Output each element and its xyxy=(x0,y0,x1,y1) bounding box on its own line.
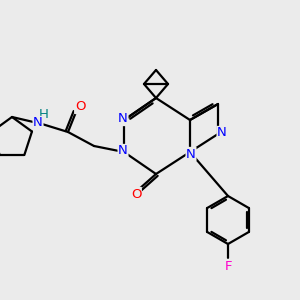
Text: N: N xyxy=(33,116,43,130)
Text: N: N xyxy=(217,127,227,140)
Text: O: O xyxy=(131,188,141,200)
Text: N: N xyxy=(118,145,128,158)
Text: O: O xyxy=(75,100,85,113)
Text: N: N xyxy=(118,112,128,125)
Text: N: N xyxy=(186,148,196,160)
Text: H: H xyxy=(39,109,49,122)
Text: F: F xyxy=(224,260,232,272)
